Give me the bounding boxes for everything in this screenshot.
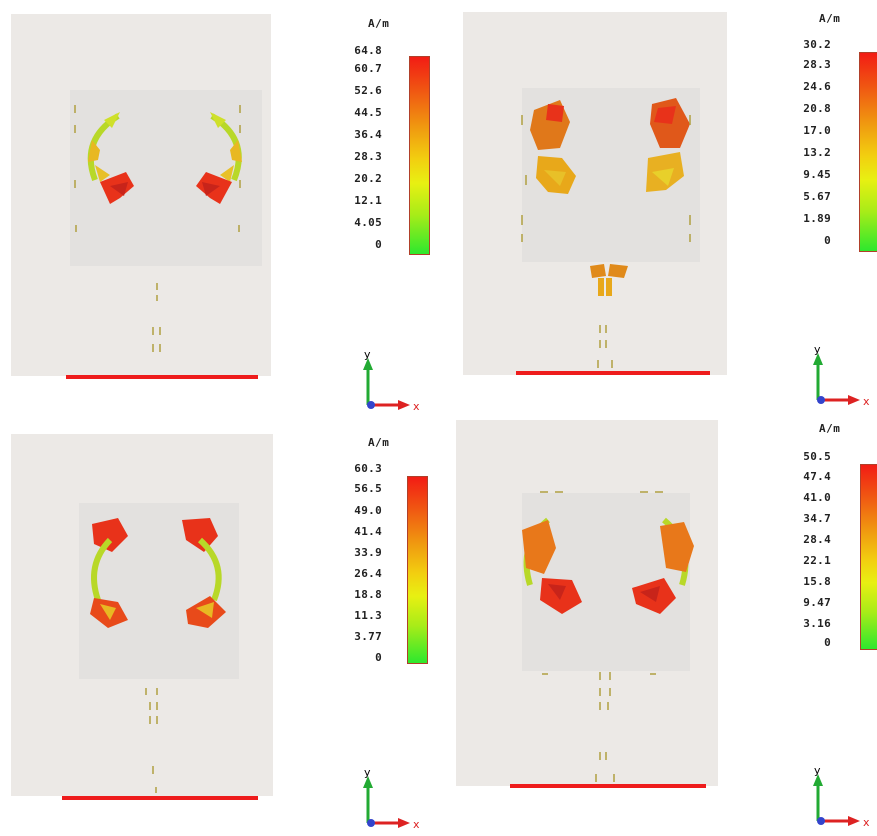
legend-tick: 28.4 <box>803 533 831 546</box>
legend-tick: 28.3 <box>803 58 831 71</box>
legend-tick: 30.2 <box>803 38 831 51</box>
legend-tick: 5.67 <box>803 190 831 203</box>
legend-tick: 0 <box>375 651 382 664</box>
axis-x-label: x <box>413 400 420 413</box>
feed-line <box>66 375 258 379</box>
legend-unit: A/m <box>819 422 841 435</box>
legend-tick: 64.8 <box>354 44 382 57</box>
axis-y-label: y <box>814 343 821 356</box>
legend-colorbar <box>860 464 877 650</box>
legend-tick: 15.8 <box>803 575 831 588</box>
legend-tick: 33.9 <box>354 546 382 559</box>
axis-triad: y x <box>363 766 420 831</box>
axis-x-label: x <box>863 816 870 829</box>
legend-tick: 49.0 <box>354 504 382 517</box>
axis-x-label: x <box>413 818 420 831</box>
legend-tick: 0 <box>824 636 831 649</box>
legend-tick: 34.7 <box>803 512 831 525</box>
legend-tick: 3.77 <box>354 630 382 643</box>
legend-tick: 60.3 <box>354 462 382 475</box>
legend-tick: 41.4 <box>354 525 382 538</box>
legend-tick: 17.0 <box>803 124 831 137</box>
legend-colorbar <box>409 56 430 255</box>
legend-tick: 28.3 <box>354 150 382 163</box>
legend-unit: A/m <box>368 436 390 449</box>
legend-tick: 0 <box>824 234 831 247</box>
legend-tick: 9.45 <box>803 168 831 181</box>
legend-tick: 56.5 <box>354 482 382 495</box>
feed-line <box>516 371 710 375</box>
legend-tick: 36.4 <box>354 128 382 141</box>
legend-tick: 20.2 <box>354 172 382 185</box>
legend-tick: 60.7 <box>354 62 382 75</box>
legend-unit: A/m <box>819 12 841 25</box>
legend-tick: 44.5 <box>354 106 382 119</box>
axis-y-label: y <box>814 764 821 777</box>
legend-tick: 13.2 <box>803 146 831 159</box>
legend-tick: 20.8 <box>803 102 831 115</box>
legend-tick: 18.8 <box>354 588 382 601</box>
legend-tick: 24.6 <box>803 80 831 93</box>
legend-tick: 50.5 <box>803 450 831 463</box>
legend-tick: 11.3 <box>354 609 382 622</box>
axis-triad: y x <box>363 348 420 413</box>
legend-tick: 0 <box>375 238 382 251</box>
feed-line <box>510 784 706 788</box>
legend-tick: 9.47 <box>803 596 831 609</box>
legend-tick: 3.16 <box>803 617 831 630</box>
legend-tick: 41.0 <box>803 491 831 504</box>
legend-tick: 1.89 <box>803 212 831 225</box>
legend-tick: 12.1 <box>354 194 382 207</box>
feed-line <box>62 796 258 800</box>
axis-triad: y x <box>813 343 870 408</box>
legend-tick: 22.1 <box>803 554 831 567</box>
legend-tick: 52.6 <box>354 84 382 97</box>
legend-tick: 47.4 <box>803 470 831 483</box>
axis-triad: y x <box>813 764 870 829</box>
legend-tick: 4.05 <box>354 216 382 229</box>
legend-tick: 26.4 <box>354 567 382 580</box>
axis-y-label: y <box>364 348 371 361</box>
legend-unit: A/m <box>368 17 390 30</box>
legend-colorbar <box>859 52 877 252</box>
axis-y-label: y <box>364 766 371 779</box>
legend-colorbar <box>407 476 428 664</box>
axis-x-label: x <box>863 395 870 408</box>
